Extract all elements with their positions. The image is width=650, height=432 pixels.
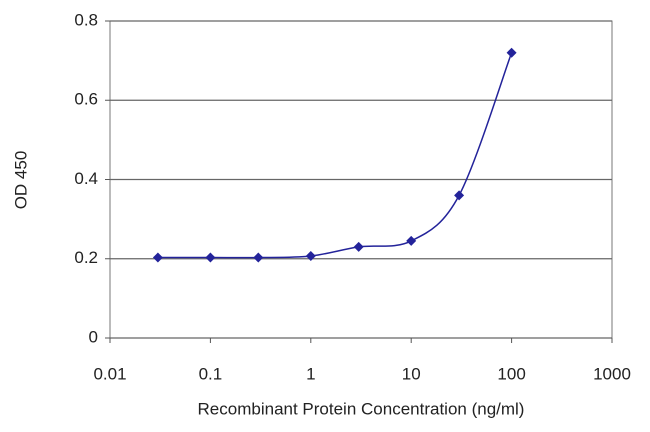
y-axis-title: OD 450 (11, 151, 30, 210)
y-tick-label: 0.6 (74, 90, 98, 109)
x-tick-label: 10 (402, 364, 421, 383)
x-tick-label: 100 (497, 364, 525, 383)
x-axis-title: Recombinant Protein Concentration (ng/ml… (198, 399, 525, 418)
data-point (305, 250, 316, 261)
data-point (506, 47, 517, 58)
x-tick-label: 1000 (593, 364, 631, 383)
x-tick-label: 1 (306, 364, 315, 383)
x-tick-label: 0.01 (93, 364, 126, 383)
y-tick-label: 0.4 (74, 169, 98, 188)
data-point (205, 252, 216, 263)
data-line (157, 52, 513, 259)
y-tick-label: 0 (89, 327, 98, 346)
y-tick-label: 0.2 (74, 248, 98, 267)
data-point (406, 235, 417, 246)
data-point (353, 241, 364, 252)
x-tick-label: 0.1 (199, 364, 223, 383)
data-point (454, 190, 465, 201)
y-tick-label: 0.8 (74, 10, 98, 29)
data-point (253, 252, 264, 263)
data-point (152, 252, 163, 263)
